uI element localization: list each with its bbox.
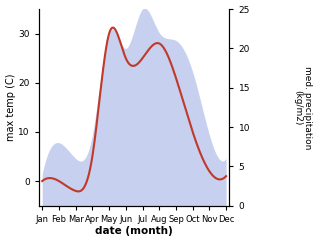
Y-axis label: max temp (C): max temp (C) — [5, 74, 16, 141]
Y-axis label: med. precipitation
(kg/m2): med. precipitation (kg/m2) — [293, 66, 313, 149]
X-axis label: date (month): date (month) — [95, 227, 173, 236]
